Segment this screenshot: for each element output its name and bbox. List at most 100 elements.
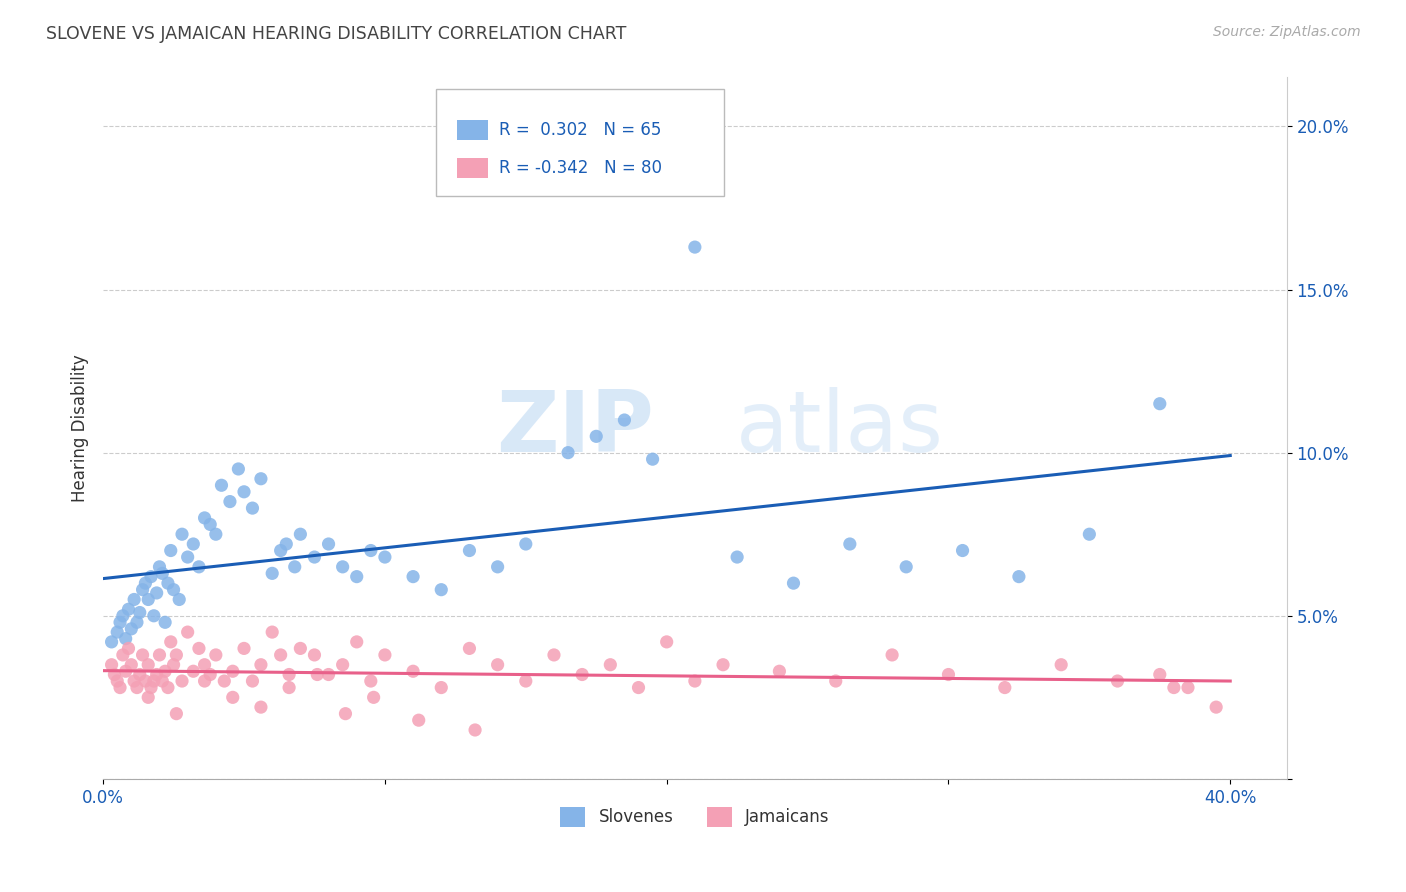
Point [304,648,326,662]
Point [430,681,453,695]
Point [360,673,382,688]
Point [156,681,179,695]
Point [187,641,209,656]
Point [952,543,974,558]
Point [994,681,1017,695]
Point [187,559,209,574]
Point [167,592,190,607]
Point [725,550,748,565]
Point [262,625,284,640]
Point [571,667,593,681]
Point [170,527,193,541]
Point [111,648,134,662]
Point [458,641,481,656]
Point [318,537,340,551]
Point [332,559,354,574]
Point [515,537,537,551]
Point [125,615,148,630]
Point [176,625,198,640]
Point [1205,700,1227,714]
Point [122,592,145,607]
Point [176,550,198,565]
Point [111,608,134,623]
Point [139,569,162,583]
Point [882,648,904,662]
Point [122,673,145,688]
Point [100,657,122,672]
Point [613,413,636,427]
Text: ZIP: ZIP [496,386,654,470]
Point [150,673,173,688]
Point [683,240,706,254]
Point [165,648,187,662]
Point [128,606,150,620]
Point [219,494,242,508]
Point [233,484,256,499]
Point [120,622,142,636]
Point [270,648,292,662]
Point [557,445,579,459]
Point [120,657,142,672]
Point [683,673,706,688]
Point [136,690,159,705]
Point [156,576,179,591]
Point [250,472,273,486]
Point [1149,397,1171,411]
Point [304,550,326,565]
Point [515,673,537,688]
Point [114,632,136,646]
Point [486,657,509,672]
Point [142,673,165,688]
Point [627,681,650,695]
Point [458,543,481,558]
Point [105,673,128,688]
Point [134,576,156,591]
Point [543,648,565,662]
Point [193,657,215,672]
Point [1008,569,1031,583]
Point [838,537,860,551]
Legend: Slovenes, Jamaicans: Slovenes, Jamaicans [554,800,837,834]
Point [346,569,368,583]
Point [278,667,301,681]
Point [363,690,385,705]
Point [290,527,312,541]
Point [128,667,150,681]
Point [153,665,176,679]
Point [214,673,236,688]
Point [290,641,312,656]
Point [1163,681,1185,695]
Point [200,667,222,681]
Point [270,543,292,558]
Point [117,641,139,656]
Point [284,559,307,574]
Point [131,582,153,597]
Point [193,511,215,525]
Point [145,667,167,681]
Text: atlas: atlas [737,386,945,470]
Point [486,559,509,574]
Point [103,667,125,681]
Y-axis label: Hearing Disability: Hearing Disability [72,354,89,502]
Point [250,700,273,714]
Point [1107,673,1129,688]
Point [145,586,167,600]
Point [181,665,204,679]
Point [402,665,425,679]
Text: R =  0.302   N = 65: R = 0.302 N = 65 [499,121,661,139]
Point [136,657,159,672]
Point [142,608,165,623]
Point [242,501,264,516]
Point [332,657,354,672]
Point [360,543,382,558]
Point [228,462,250,476]
Text: R = -0.342   N = 80: R = -0.342 N = 80 [499,159,662,177]
Point [181,537,204,551]
Point [150,566,173,581]
Point [250,657,273,672]
Point [307,667,329,681]
Point [100,635,122,649]
Point [318,667,340,681]
Point [159,635,181,649]
Point [211,478,233,492]
